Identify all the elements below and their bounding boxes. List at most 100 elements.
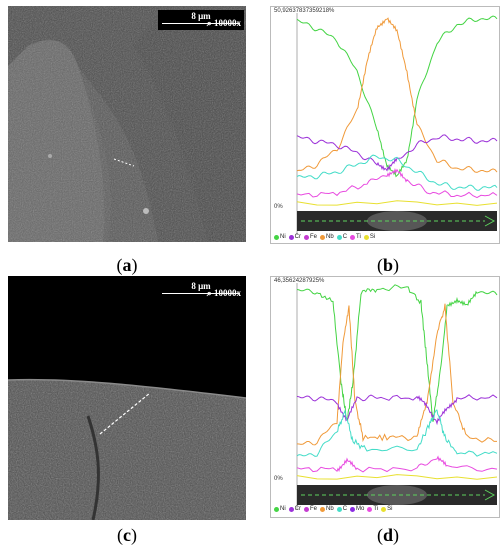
legend-d: Ni Cr Fe Nb C Mo Ti Si: [274, 506, 393, 512]
eds-linescan-b: 50,92637837359218% 0% Ni Cr Fe Nb C Ti Si: [270, 6, 500, 244]
caption-d-letter: d: [382, 525, 393, 545]
legend-item-ni: Ni: [274, 234, 286, 240]
series-line-ni: [296, 15, 498, 178]
eds-header-d: 46,35624287925%: [274, 278, 325, 284]
legend-item-nb: Nb: [320, 234, 334, 240]
scale-bar-a: 8 μm ⌕ 10000x: [158, 10, 244, 30]
legend-marker-si: [363, 234, 369, 240]
series-line-nb: [296, 17, 498, 173]
scan-strip-highlight: [367, 211, 427, 231]
legend-item-ti: Ti: [350, 234, 361, 240]
legend-item-cr: Cr: [288, 506, 302, 512]
legend-label-c: C: [342, 506, 348, 512]
caption-a: (a): [97, 255, 157, 276]
magnification-c: ⌕ 10000x: [206, 288, 241, 298]
caption-a-close: ): [131, 255, 138, 275]
caption-d-close: ): [393, 525, 399, 545]
legend-marker-ti: [350, 234, 356, 240]
caption-c-open: (: [117, 525, 123, 545]
legend-item-cr: Cr: [288, 234, 302, 240]
legend-label-ni: Ni: [280, 234, 286, 240]
legend-item-si: Si: [363, 234, 376, 240]
series-line-ti: [296, 168, 498, 199]
legend-item-fe: Fe: [304, 506, 317, 512]
legend-marker-fe: [304, 506, 310, 512]
series-line-ni: [296, 284, 498, 422]
legend-item-c: C: [336, 506, 348, 512]
series-line-cr: [296, 134, 498, 172]
caption-c-letter: c: [123, 525, 131, 545]
legend-label-nb: Nb: [326, 234, 334, 240]
legend-label-cr: Cr: [294, 506, 302, 512]
series-line-cr: [296, 394, 498, 426]
series-line-ti: [296, 455, 498, 473]
legend-item-mo: Mo: [350, 506, 364, 512]
magnification-a: ⌕ 10000x: [206, 18, 241, 28]
sem-image-c: 8 μm ⌕ 10000x: [8, 276, 246, 520]
eds-chart-b: [296, 13, 498, 235]
legend-marker-cr: [288, 506, 294, 512]
scale-line-a: [162, 23, 240, 24]
eds-header-b: 50,92637837359218%: [274, 8, 335, 14]
magnification-value-a: 10000x: [214, 18, 241, 28]
caption-c: (c): [97, 525, 157, 546]
legend-label-si: Si: [369, 234, 376, 240]
legend-item-nb: Nb: [320, 506, 334, 512]
series-line-c: [296, 409, 498, 457]
legend-item-ti: Ti: [367, 506, 378, 512]
zero-label-b: 0%: [274, 204, 283, 210]
legend-item-si: Si: [381, 506, 393, 512]
magnification-value-c: 10000x: [214, 288, 241, 298]
zero-label-d: 0%: [274, 476, 283, 482]
legend-marker-mo: [350, 506, 356, 512]
legend-item-ni: Ni: [274, 506, 286, 512]
scale-label-a: 8 μm: [191, 11, 211, 21]
legend-label-fe: Fe: [310, 506, 318, 512]
scan-arrow: [484, 489, 496, 501]
caption-d: (d): [358, 525, 418, 546]
caption-b: (b): [358, 255, 418, 276]
legend-label-nb: Nb: [326, 506, 334, 512]
caption-c-close: ): [131, 525, 137, 545]
caption-b-close: ): [393, 255, 399, 275]
caption-a-open: (: [116, 255, 123, 275]
legend-marker-si: [381, 506, 387, 512]
eds-chart-d: [296, 283, 498, 509]
legend-label-ni: Ni: [280, 506, 286, 512]
scale-bar-c: 8 μm ⌕ 10000x: [158, 280, 244, 300]
legend-marker-nb: [320, 506, 326, 512]
caption-a-letter: a: [122, 255, 132, 275]
series-line-c: [296, 154, 498, 191]
sem-image-a: 8 μm ⌕ 10000x: [8, 6, 246, 242]
legend-label-si: Si: [387, 506, 393, 512]
caption-d-open: (: [376, 525, 383, 545]
series-line-si: [296, 200, 498, 206]
legend-label-ti: Ti: [373, 506, 379, 512]
series-line-si: [296, 474, 498, 480]
scan-strip-highlight: [367, 485, 427, 505]
legend-label-c: C: [342, 234, 348, 240]
legend-marker-fe: [304, 234, 310, 240]
legend-marker-cr: [288, 234, 294, 240]
legend-marker-c: [336, 234, 342, 240]
legend-item-fe: Fe: [304, 234, 317, 240]
legend-marker-ni: [274, 506, 279, 512]
legend-marker-c: [336, 506, 342, 512]
legend-marker-ti: [367, 506, 373, 512]
eds-linescan-d: 46,35624287925% 0% Ni Cr Fe Nb C Mo Ti Si: [270, 276, 500, 518]
caption-b-letter: b: [382, 255, 393, 275]
sem-texture-c: [8, 276, 246, 520]
series-line-nb: [296, 303, 497, 446]
scale-line-c: [162, 293, 240, 294]
legend-marker-nb: [320, 234, 326, 240]
legend-label-mo: Mo: [356, 506, 365, 512]
scale-label-c: 8 μm: [191, 281, 211, 291]
legend-label-ti: Ti: [356, 234, 361, 240]
legend-b: Ni Cr Fe Nb C Ti Si: [274, 234, 375, 240]
legend-label-fe: Fe: [310, 234, 318, 240]
legend-item-c: C: [336, 234, 348, 240]
legend-label-cr: Cr: [294, 234, 302, 240]
caption-b-open: (: [376, 255, 383, 275]
legend-marker-ni: [274, 234, 279, 240]
sem-texture-a: [8, 6, 246, 242]
